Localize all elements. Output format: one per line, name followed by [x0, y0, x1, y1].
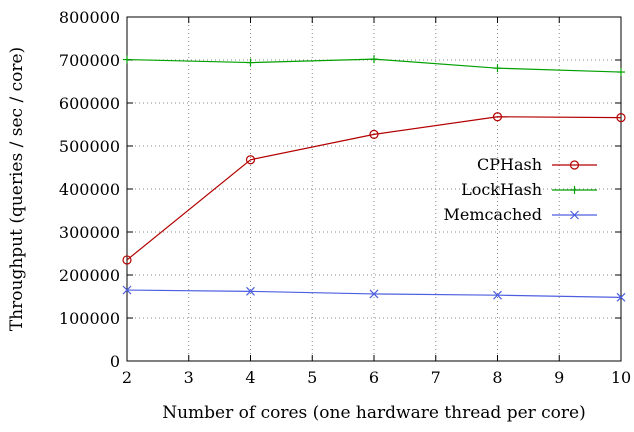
legend: CPHash LockHash Memcached: [444, 155, 597, 224]
data-point-cphash: [122, 255, 132, 265]
x-tick-label: 6: [369, 368, 379, 387]
y-tick-label: 500000: [59, 137, 120, 156]
data-point-lockhash: [246, 58, 255, 67]
x-axis-title: Number of cores (one hardware thread per…: [162, 403, 586, 423]
x-tick-label: 9: [554, 368, 564, 387]
grid-lines: [127, 17, 621, 361]
y-tick-label: 200000: [59, 266, 120, 285]
data-point-memcached: [122, 285, 132, 295]
data-point-memcached: [616, 292, 626, 302]
x-tick-label: 3: [184, 368, 194, 387]
legend-entry-memcached: Memcached: [444, 205, 597, 224]
series-memcached: [122, 285, 626, 302]
y-tick-label: 800000: [59, 8, 120, 27]
legend-label-memcached: Memcached: [444, 205, 543, 224]
data-point-lockhash: [493, 64, 502, 73]
legend-entry-cphash: CPHash: [477, 155, 597, 174]
legend-label-lockhash: LockHash: [461, 180, 542, 199]
x-tick-label: 10: [611, 368, 631, 387]
x-axis-ticks: 2 3 4 5 6 7 8 9 10: [122, 17, 631, 387]
x-tick-label: 2: [122, 368, 132, 387]
x-tick-label: 4: [245, 368, 255, 387]
data-point-cphash: [245, 155, 256, 165]
data-point-lockhash: [123, 55, 131, 64]
legend-marker-memcached: [570, 210, 579, 220]
data-point-lockhash: [617, 68, 625, 77]
legend-label-cphash: CPHash: [477, 155, 542, 174]
x-tick-label: 7: [431, 368, 441, 387]
series-cphash: [122, 112, 626, 265]
data-point-memcached: [369, 289, 379, 299]
data-point-cphash: [616, 113, 626, 123]
x-tick-label: 5: [307, 368, 317, 387]
data-point-cphash: [492, 112, 503, 122]
y-tick-label: 400000: [59, 180, 120, 199]
series-layer: [122, 55, 626, 302]
data-point-cphash: [369, 129, 379, 139]
data-point-memcached: [493, 290, 502, 300]
legend-marker-lockhash: [570, 186, 579, 194]
data-point-memcached: [246, 286, 255, 296]
data-point-lockhash: [370, 55, 378, 64]
y-tick-label: 100000: [59, 309, 120, 328]
x-tick-label: 8: [492, 368, 502, 387]
legend-entry-lockhash: LockHash: [461, 180, 597, 199]
y-axis-ticks: 0 100000 200000 300000 400000 500000 600000 700…: [59, 8, 621, 371]
y-tick-label: 600000: [59, 94, 120, 113]
legend-marker-cphash: [569, 160, 580, 170]
y-tick-label: 0: [110, 352, 120, 371]
series-lockhash: [123, 55, 625, 77]
y-tick-label: 700000: [59, 51, 120, 70]
series-line-cphash: [126, 116, 622, 261]
y-tick-label: 300000: [59, 223, 120, 242]
y-axis-title: Throughput (queries / sec / core): [7, 47, 27, 331]
